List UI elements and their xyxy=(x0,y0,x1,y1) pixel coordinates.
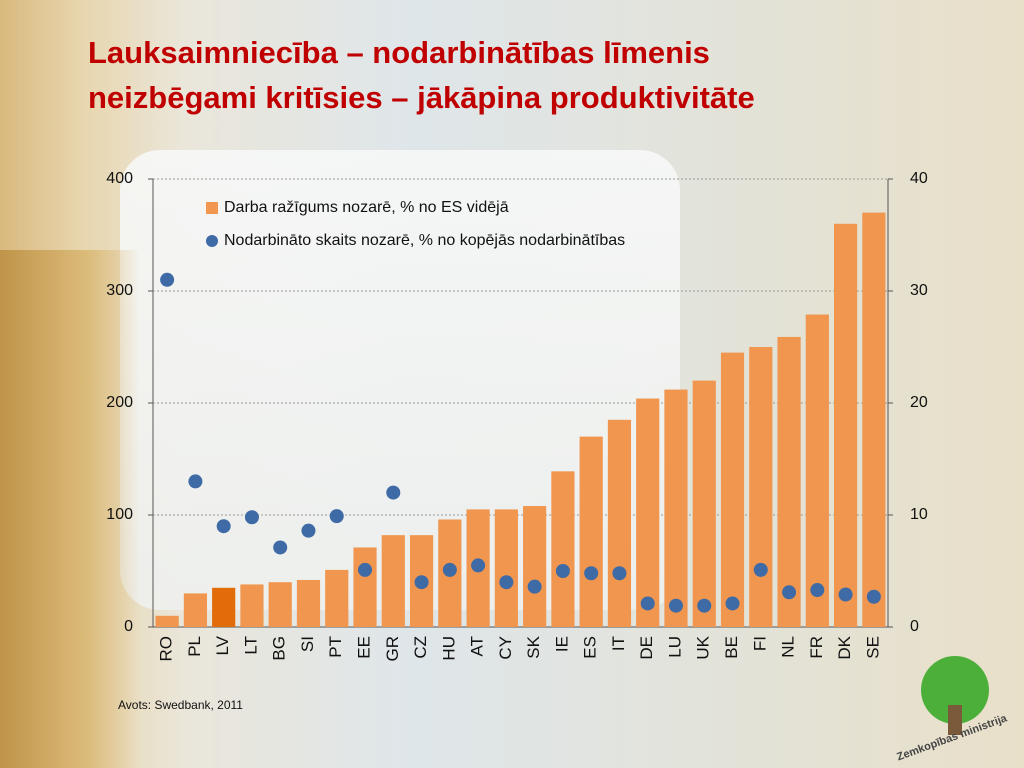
dot xyxy=(753,562,768,577)
legend-marker xyxy=(206,235,218,247)
dot xyxy=(216,519,231,534)
dot xyxy=(499,575,514,590)
legend-marker xyxy=(206,202,218,214)
dot xyxy=(301,523,316,538)
dot xyxy=(838,587,853,602)
y-tick-label: 0 xyxy=(124,618,133,635)
dot xyxy=(442,562,457,577)
x-tick-label: ES xyxy=(581,636,600,659)
bar xyxy=(296,579,321,627)
x-tick-label: SE xyxy=(863,636,882,659)
x-tick-label: PL xyxy=(185,636,204,657)
bar xyxy=(183,593,207,627)
source: Avots: Swedbank, 2011 xyxy=(118,698,243,712)
dot xyxy=(358,562,373,577)
bar xyxy=(692,380,716,627)
x-tick-label: LU xyxy=(665,636,684,658)
x-tick-label: GR xyxy=(383,636,402,662)
logo-trunk xyxy=(948,705,962,735)
background-wheat xyxy=(0,250,140,768)
bar xyxy=(720,352,745,627)
y2-tick-label: 40 xyxy=(910,170,928,187)
x-tick-label: BG xyxy=(270,636,289,661)
y-tick-label: 100 xyxy=(106,506,133,523)
bar xyxy=(607,419,632,627)
y-tick-label: 200 xyxy=(106,394,133,411)
x-tick-label: IT xyxy=(609,636,628,651)
dot xyxy=(640,596,655,611)
dot xyxy=(725,596,740,611)
y2-tick-label: 0 xyxy=(910,618,919,635)
x-tick-label: BE xyxy=(722,636,741,659)
bar xyxy=(523,506,547,627)
bar xyxy=(325,569,349,627)
bar xyxy=(155,615,179,627)
dot xyxy=(160,272,175,287)
dot xyxy=(612,566,627,581)
x-tick-label: CY xyxy=(496,636,515,660)
bar xyxy=(777,336,801,627)
dot xyxy=(668,598,683,613)
bar xyxy=(494,509,518,627)
x-tick-label: AT xyxy=(468,636,487,656)
bar xyxy=(805,314,829,627)
bar xyxy=(268,582,292,627)
dot xyxy=(584,566,599,581)
dot xyxy=(527,579,542,594)
bar xyxy=(664,389,688,627)
x-tick-label: SI xyxy=(298,636,317,652)
bar xyxy=(579,436,603,627)
x-tick-label: CZ xyxy=(411,636,430,659)
legend-label: Nodarbināto skaits nozarē, % no kopējās … xyxy=(224,232,625,249)
y-tick-label: 400 xyxy=(106,170,133,187)
x-tick-label: NL xyxy=(779,636,798,658)
x-tick-label: PT xyxy=(326,636,345,658)
x-tick-label: DK xyxy=(835,635,854,659)
dot xyxy=(414,575,429,590)
bar xyxy=(381,535,405,627)
dot xyxy=(386,485,401,500)
x-tick-label: LV xyxy=(213,635,232,655)
x-tick-label: SK xyxy=(524,635,543,658)
bar xyxy=(834,223,858,628)
y-tick-label: 300 xyxy=(106,282,133,299)
bar xyxy=(749,347,773,627)
y2-tick-label: 30 xyxy=(910,282,928,299)
dot xyxy=(329,509,344,524)
title-line: neizbēgami kritīsies – jākāpina produkti… xyxy=(88,80,755,115)
x-tick-label: EE xyxy=(355,636,374,659)
dot xyxy=(471,558,486,573)
bar xyxy=(212,587,236,627)
x-tick-label: RO xyxy=(157,636,176,662)
x-tick-label: DE xyxy=(637,636,656,660)
y2-tick-label: 10 xyxy=(910,506,928,523)
logo-tree xyxy=(921,656,989,724)
dot xyxy=(555,564,570,578)
logo: Zemkopības ministrija xyxy=(895,656,1009,763)
bar xyxy=(353,547,377,627)
dot xyxy=(697,598,712,613)
x-tick-label: LT xyxy=(241,636,260,655)
dot xyxy=(782,585,797,600)
x-tick-label: FI xyxy=(750,636,769,651)
legend-label: Darba ražīgums nozarē, % no ES vidējā xyxy=(224,199,509,216)
x-tick-label: HU xyxy=(439,636,458,661)
bar xyxy=(240,584,264,627)
dot xyxy=(188,474,203,489)
bar xyxy=(551,471,575,627)
dot xyxy=(810,583,825,598)
bar xyxy=(862,212,886,627)
dot xyxy=(273,540,288,555)
x-tick-label: UK xyxy=(694,635,713,659)
dot xyxy=(866,589,881,604)
bar xyxy=(636,398,660,627)
x-tick-label: IE xyxy=(552,636,571,652)
y2-tick-label: 20 xyxy=(910,394,928,411)
dot xyxy=(244,510,259,525)
title-line: Lauksaimniecība – nodarbinātības līmenis xyxy=(88,35,710,70)
x-tick-label: FR xyxy=(807,636,826,659)
